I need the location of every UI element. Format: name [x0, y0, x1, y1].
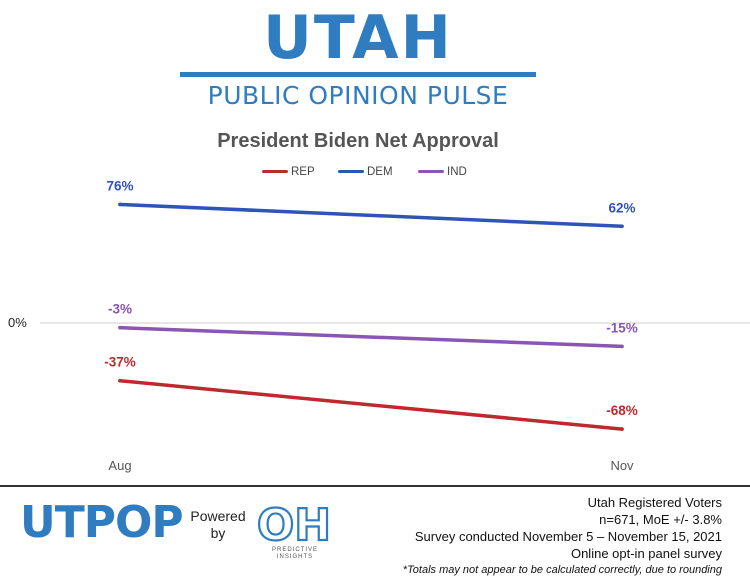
data-point-dem-aug	[118, 202, 122, 207]
legend-item-rep: REP	[262, 166, 315, 178]
survey-info-line: Utah Registered Voters	[587, 495, 722, 510]
zero-axis-label: 0%	[8, 315, 27, 330]
legend-item-dem: DEM	[338, 166, 393, 178]
series-line-rep	[118, 378, 624, 431]
data-label-ind-nov: -15%	[606, 320, 638, 335]
public-opinion-pulse-subtitle: PUBLIC OPINION PULSE	[207, 81, 509, 110]
x-tick-label-aug: Aug	[108, 458, 131, 473]
rounding-note: *Totals may not appear to be calculated …	[402, 564, 722, 576]
footer-divider	[0, 485, 750, 487]
legend-label-ind: IND	[447, 166, 467, 178]
chart-title: President Biden Net Approval	[217, 130, 499, 152]
data-label-rep-nov: -68%	[606, 403, 638, 418]
utah-wordmark: UTAH	[263, 3, 453, 73]
net-approval-chart: 0% Aug Nov -37% -68% 76% 62% -3% -15%	[8, 178, 750, 473]
legend-label-dem: DEM	[367, 166, 393, 178]
data-point-dem-nov	[620, 224, 624, 229]
by-line: by	[210, 525, 226, 541]
x-tick-label-nov: Nov	[610, 458, 634, 473]
data-point-rep-nov	[620, 427, 624, 431]
powered-line: Powered	[190, 508, 246, 524]
legend-swatch-dem	[338, 170, 364, 174]
survey-info: Utah Registered Voters n=671, MoE +/- 3.…	[403, 494, 722, 579]
legend-label-rep: REP	[291, 166, 315, 178]
data-label-rep-aug: -37%	[104, 355, 136, 370]
oh-caption-line-1: PREDICTIVE	[271, 547, 318, 553]
data-label-dem-nov: 62%	[608, 200, 635, 215]
survey-info-line: n=671, MoE +/- 3.8%	[599, 512, 722, 527]
powered-by-text: Powered by	[186, 508, 250, 542]
series-line-ind	[118, 325, 624, 349]
data-point-rep-aug	[118, 378, 122, 383]
data-label-dem-aug: 76%	[106, 178, 133, 193]
utpop-logo: UTPOP	[20, 497, 184, 545]
data-point-ind-aug	[118, 325, 122, 330]
predictive-insights-caption: PREDICTIVE INSIGHTS	[262, 547, 328, 561]
header-rule	[180, 72, 536, 77]
oh-caption-line-2: INSIGHTS	[276, 554, 314, 560]
legend-swatch-rep	[262, 170, 288, 174]
survey-info-line: Survey conducted November 5 – November 1…	[414, 529, 722, 544]
legend-item-ind: IND	[418, 166, 467, 178]
data-label-ind-aug: -3%	[108, 302, 132, 317]
oh-logo-text: OH	[257, 500, 331, 548]
survey-info-line: Online opt-in panel survey	[570, 546, 722, 561]
utpop-logo-text: UTPOP	[20, 497, 183, 545]
series-line-dem	[118, 202, 624, 229]
legend-swatch-ind	[418, 170, 444, 174]
predictive-insights-logo: OH	[256, 499, 332, 548]
data-point-ind-nov	[620, 344, 624, 349]
